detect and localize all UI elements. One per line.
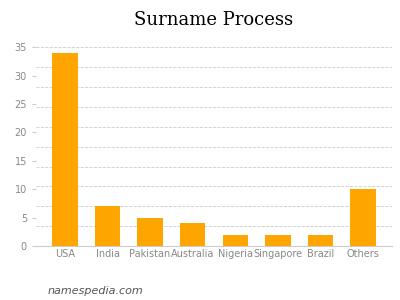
Bar bbox=[95, 206, 120, 246]
Bar bbox=[180, 223, 206, 246]
Title: Surname Process: Surname Process bbox=[134, 11, 294, 29]
Bar bbox=[222, 235, 248, 246]
Bar bbox=[265, 235, 291, 246]
Bar bbox=[137, 218, 163, 246]
Bar bbox=[308, 235, 333, 246]
Bar bbox=[52, 53, 78, 246]
Text: namespedia.com: namespedia.com bbox=[48, 286, 144, 296]
Bar bbox=[350, 189, 376, 246]
